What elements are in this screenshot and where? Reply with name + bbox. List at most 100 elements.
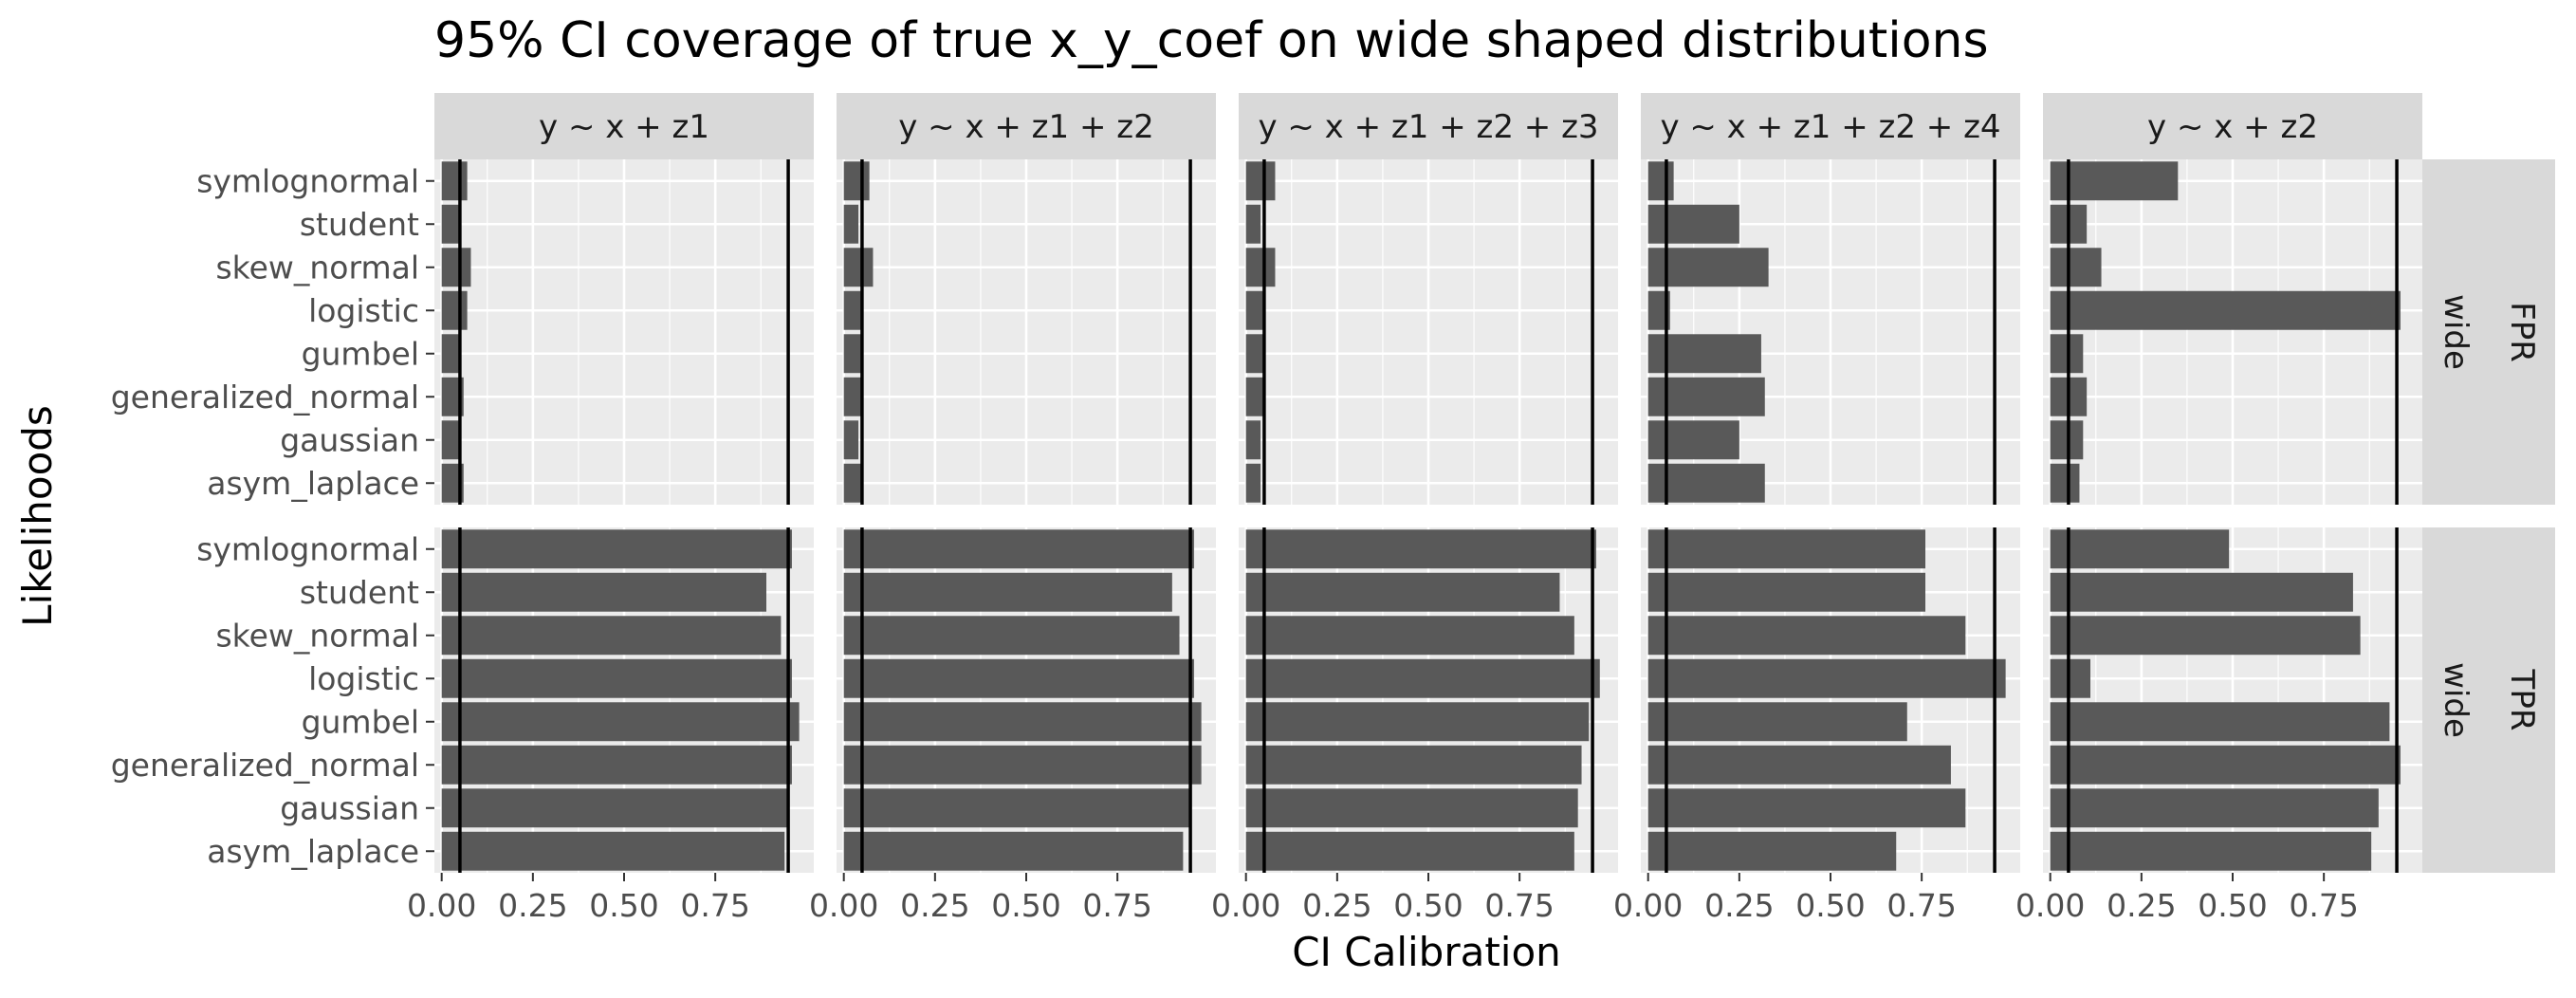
plot-layer: y ~ x + z1 y ~ x + z1 + z2 y ~ x + z1 + z2… [111,93,2555,924]
bar-r1c3-logistic [1647,658,2006,698]
bar-r1c3-student [1647,572,1925,612]
y-tick-label-1-4: gumbel [302,703,419,740]
y-axis-title: Likelihoods [14,405,61,627]
x-tick-label-0-0: 0.00 [407,887,476,924]
x-tick-label-2-2: 0.50 [1393,887,1463,924]
bar-r1c0-student [441,572,766,612]
bar-r1c3-symlognormal [1647,529,1925,569]
y-tick-label-0-1: student [300,206,419,243]
bar-r1c4-skew_normal [2050,616,2361,656]
facet-label-metric-0: FPR [2503,302,2541,362]
facet-strip-col-1 [837,93,1216,159]
bar-r0c0-generalized_normal [441,377,464,416]
bar-r0c2-skew_normal [1245,248,1276,287]
bar-r0c1-symlognormal [843,161,870,201]
bar-r1c1-skew_normal [843,616,1180,656]
bar-r1c3-generalized_normal [1647,745,1951,785]
bar-r0c1-asym_laplace [843,463,862,503]
bar-r1c0-gaussian [441,788,789,828]
y-tick-label-1-0: symlognormal [196,530,419,567]
bar-r1c4-generalized_normal [2050,745,2401,785]
bar-r1c1-gaussian [843,788,1191,828]
bar-r0c0-logistic [441,290,468,330]
facet-strip-col-3 [1641,93,2020,159]
bar-r1c2-skew_normal [1245,616,1574,656]
bar-r0c0-student [441,204,460,244]
facet-strip-col-2 [1239,93,1618,159]
y-tick-label-1-2: skew_normal [215,617,419,654]
bar-r0c0-skew_normal [441,248,471,287]
bar-r0c1-gumbel [843,334,862,374]
bar-r1c0-logistic [441,658,792,698]
bar-r0c3-gaussian [1647,420,1739,460]
facet-label-shape-1: wide [2437,662,2475,738]
x-tick-label-2-0: 0.00 [1211,887,1280,924]
bar-r1c2-generalized_normal [1245,745,1582,785]
x-tick-label-3-1: 0.25 [1704,887,1774,924]
x-tick-label-4-2: 0.50 [2198,887,2267,924]
bar-r0c1-student [843,204,859,244]
x-tick-label-1-0: 0.00 [809,887,878,924]
bar-r0c4-gumbel [2050,334,2084,374]
bar-r0c0-asym_laplace [441,463,464,503]
facet-strip-shape-0 [2422,159,2489,505]
y-tick-label-0-7: asym_laplace [207,465,419,502]
bar-r1c2-gaussian [1245,788,1578,828]
bar-r0c2-asym_laplace [1245,463,1261,503]
bar-r1c0-skew_normal [441,616,782,656]
x-tick-label-1-3: 0.75 [1082,887,1151,924]
x-tick-label-1-2: 0.50 [991,887,1060,924]
y-tick-label-1-3: logistic [308,660,419,697]
x-tick-label-0-3: 0.75 [680,887,749,924]
bar-r1c0-generalized_normal [441,745,792,785]
bar-r1c1-generalized_normal [843,745,1202,785]
bar-r0c2-gaussian [1245,420,1261,460]
chart-title: 95% CI coverage of true x_y_coef on wide… [434,12,1989,69]
bar-r1c2-logistic [1245,658,1600,698]
bar-r1c3-skew_normal [1647,616,1966,656]
y-tick-label-1-7: asym_laplace [207,833,419,870]
bar-r0c1-generalized_normal [843,377,862,416]
x-tick-label-2-1: 0.25 [1302,887,1371,924]
y-tick-label-0-6: gaussian [280,421,419,458]
bar-r1c4-student [2050,572,2353,612]
y-tick-label-0-3: logistic [308,292,419,329]
bar-r0c1-logistic [843,290,862,330]
x-axis-title: CI Calibration [1292,929,1561,975]
bar-r0c0-gaussian [441,420,460,460]
x-tick-label-4-0: 0.00 [2015,887,2085,924]
bar-r1c0-asym_laplace [441,831,785,871]
x-tick-label-3-2: 0.50 [1795,887,1865,924]
y-tick-label-0-2: skew_normal [215,249,419,286]
bar-r0c1-skew_normal [843,248,874,287]
bar-r1c4-asym_laplace [2050,831,2372,871]
bar-r1c2-symlognormal [1245,529,1596,569]
bar-r0c2-generalized_normal [1245,377,1264,416]
facet-label-shape-0: wide [2437,294,2475,370]
bar-r1c3-gumbel [1647,702,1907,742]
bar-r1c1-symlognormal [843,529,1194,569]
y-tick-label-0-0: symlognormal [196,162,419,199]
bar-r1c4-logistic [2050,658,2090,698]
facet-strip-col-4 [2043,93,2422,159]
facet-label-col-1: y ~ x + z1 + z2 [898,108,1154,146]
bar-r0c2-symlognormal [1245,161,1276,201]
bar-r1c2-asym_laplace [1245,831,1574,871]
facet-label-col-4: y ~ x + z2 [2147,108,2318,146]
bar-r1c0-symlognormal [441,529,792,569]
bar-r0c3-symlognormal [1647,161,1674,201]
facet-strip-metric-0 [2489,159,2555,505]
bar-r0c3-logistic [1647,290,1670,330]
y-tick-label-0-5: generalized_normal [111,379,419,416]
x-tick-label-1-1: 0.25 [900,887,969,924]
bar-r1c4-gumbel [2050,702,2390,742]
bar-r1c1-asym_laplace [843,831,1184,871]
facet-strip-metric-1 [2489,527,2555,873]
bar-r1c4-gaussian [2050,788,2379,828]
bar-r0c4-asym_laplace [2050,463,2080,503]
x-tick-label-0-2: 0.50 [589,887,658,924]
facet-label-col-3: y ~ x + z1 + z2 + z4 [1660,108,2000,146]
bar-r0c0-symlognormal [441,161,468,201]
bar-r0c4-skew_normal [2050,248,2102,287]
